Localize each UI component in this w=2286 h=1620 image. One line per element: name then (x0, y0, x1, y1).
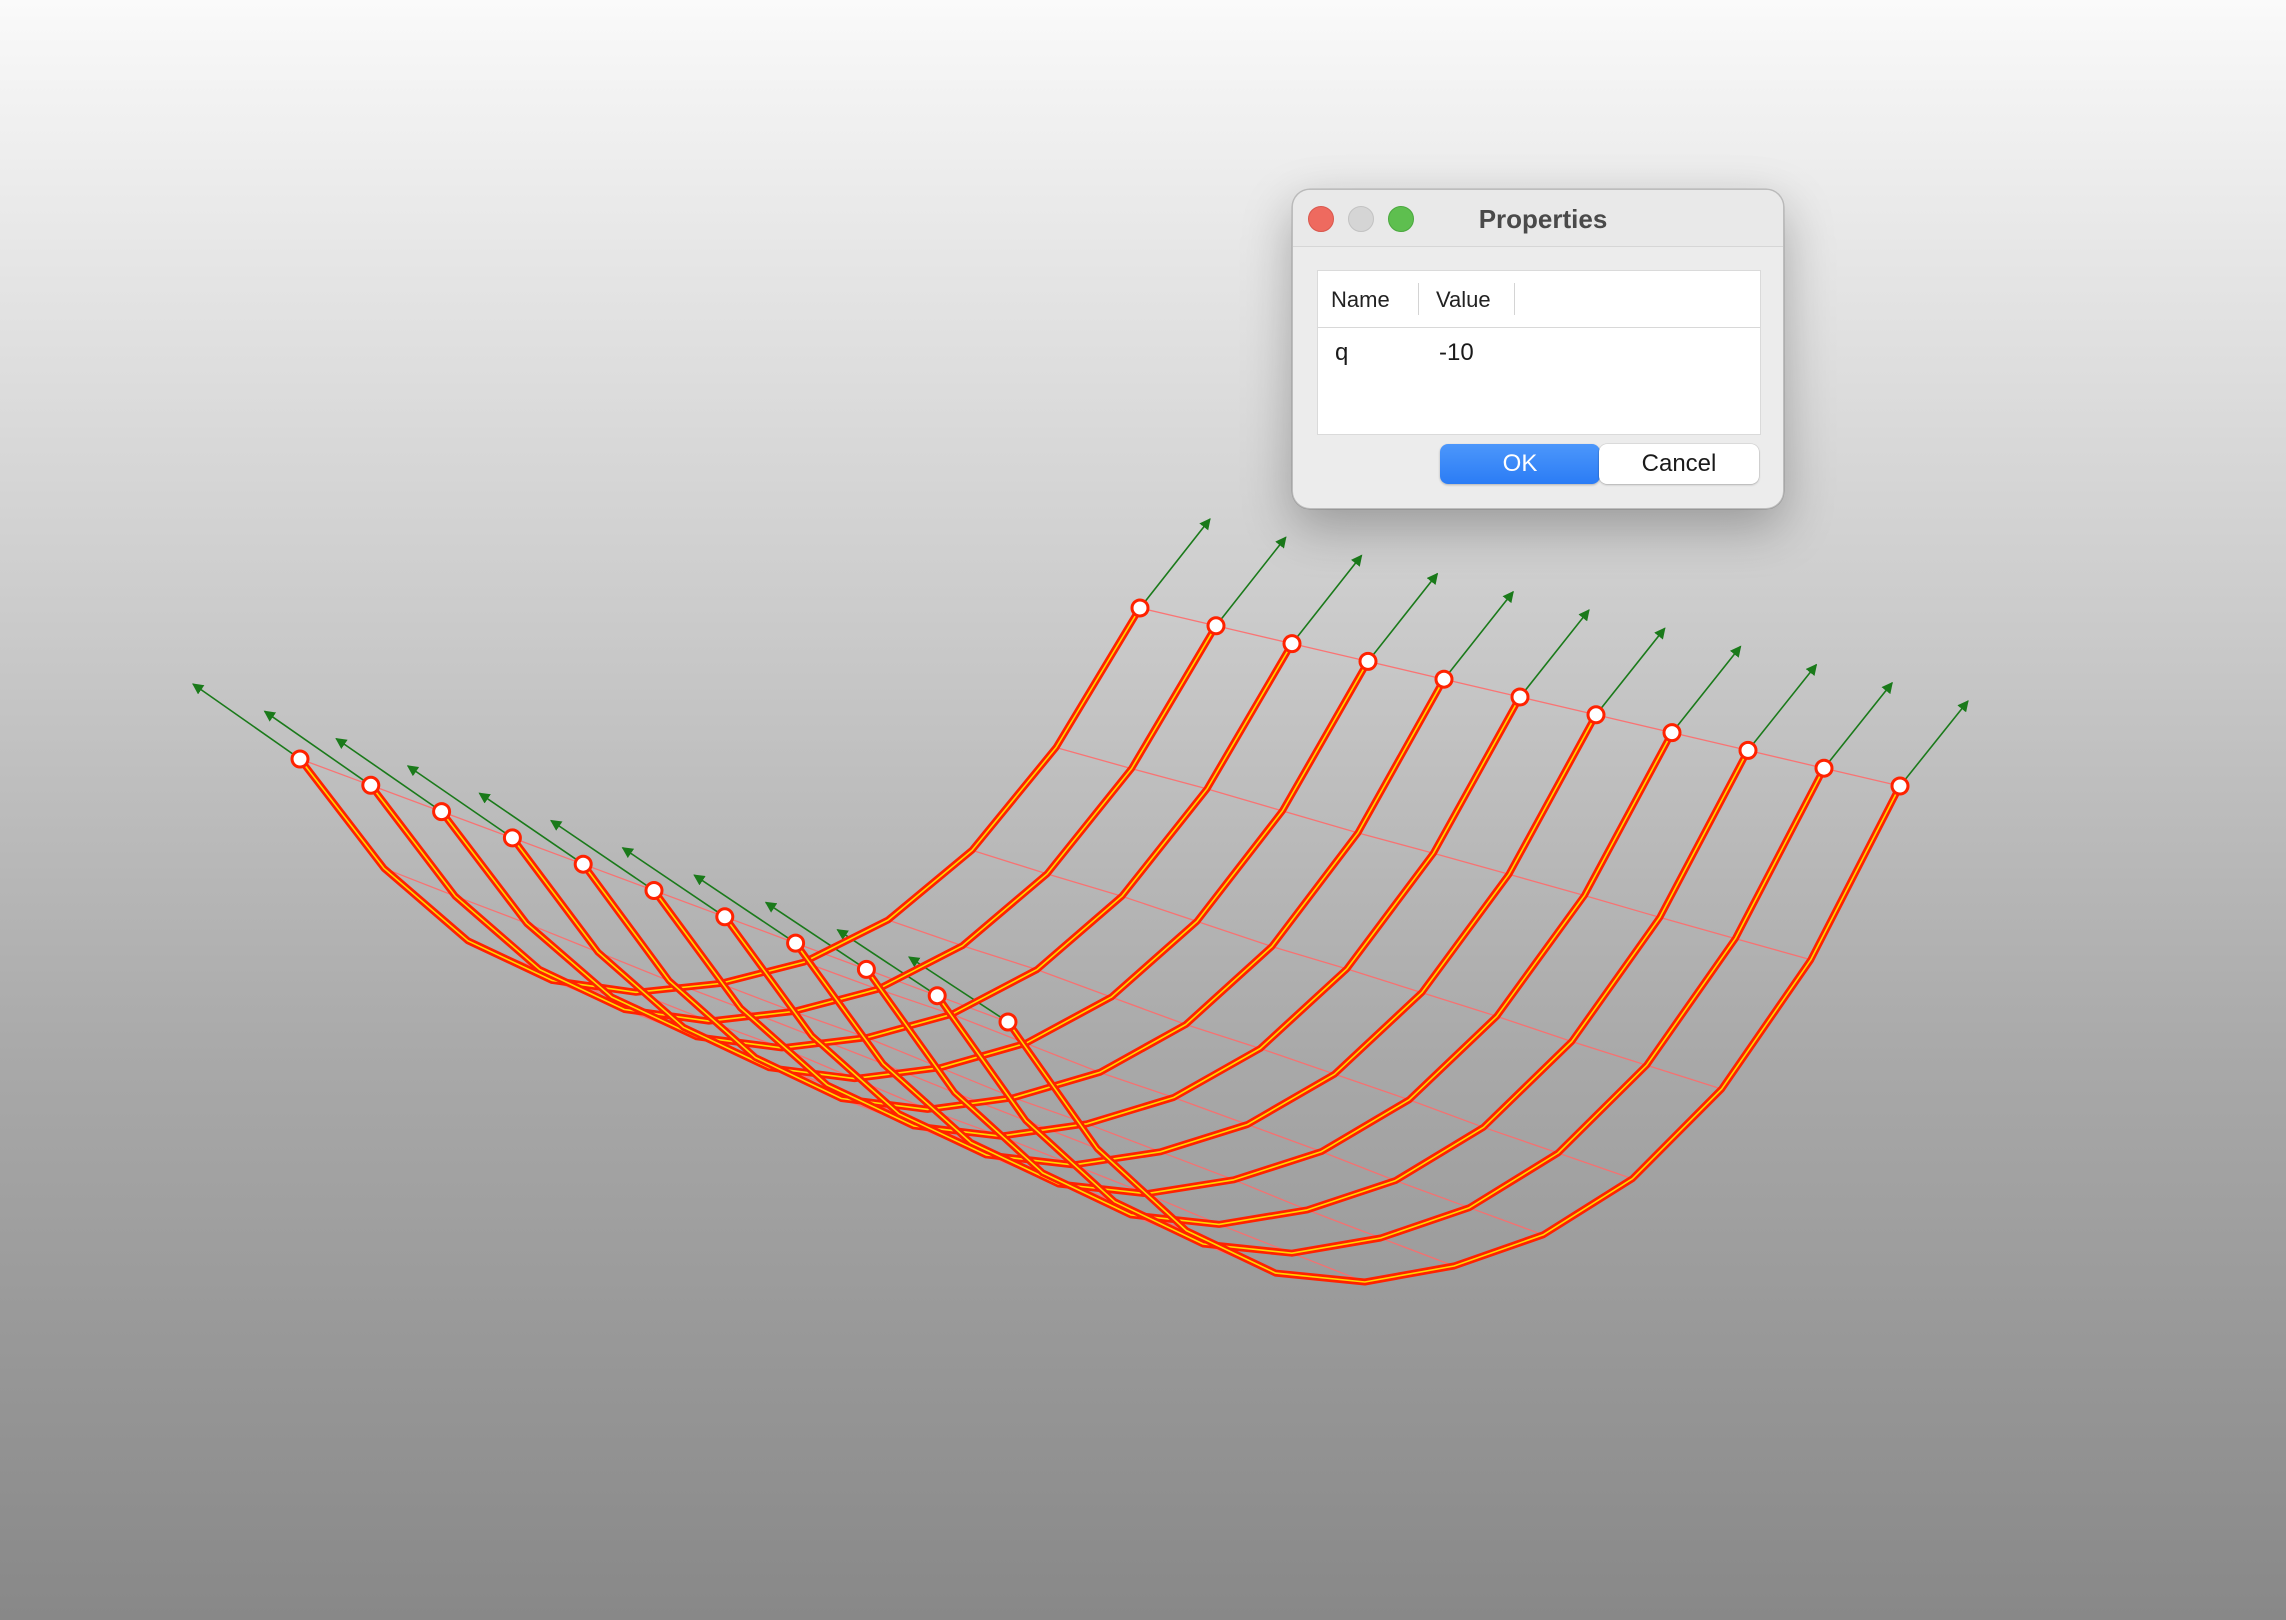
support-node[interactable] (715, 907, 735, 927)
support-node[interactable] (1814, 758, 1834, 778)
support-node[interactable] (998, 1012, 1018, 1032)
cable-core (936, 767, 1825, 1254)
load-arrow-left (478, 792, 584, 865)
support-node[interactable] (1282, 634, 1302, 654)
cable-core (653, 696, 1521, 1137)
load-arrow-right (1823, 681, 1893, 769)
support-node[interactable] (1662, 723, 1682, 743)
load-arrow-left (263, 710, 372, 786)
support-node[interactable] (1358, 651, 1378, 671)
load-arrow-right (1215, 536, 1287, 627)
column-header-name[interactable]: Name (1331, 287, 1390, 312)
load-arrow-right (1519, 609, 1590, 698)
load-arrow-right (1291, 554, 1363, 645)
load-arrow-right (1671, 645, 1742, 734)
support-node[interactable] (786, 933, 806, 953)
support-node[interactable] (927, 986, 947, 1006)
support-node[interactable] (1510, 687, 1530, 707)
support-node[interactable] (644, 881, 664, 900)
cable-core (1007, 785, 1901, 1283)
ok-button[interactable]: OK (1440, 444, 1600, 484)
dialog-titlebar[interactable]: Properties (1293, 190, 1783, 247)
dialog-title: Properties (1478, 204, 1608, 234)
load-arrows (192, 518, 1969, 1023)
load-arrow-left (550, 819, 655, 892)
table-header: Name Value (1318, 271, 1760, 328)
support-node[interactable] (1206, 616, 1226, 636)
support-node[interactable] (1738, 740, 1758, 760)
load-arrow-right (1443, 590, 1514, 680)
properties-table: Name Value q -10 (1317, 270, 1761, 435)
cancel-button[interactable]: Cancel (1599, 444, 1759, 484)
support-node[interactable] (573, 854, 593, 874)
load-arrow-right (1367, 572, 1439, 662)
cable-core (794, 732, 1673, 1195)
column-divider[interactable] (1418, 283, 1419, 315)
minimize-icon[interactable] (1348, 206, 1374, 232)
maximize-icon[interactable] (1388, 206, 1414, 232)
properties-dialog: Properties Name Value q -10 OK Cancel (1292, 189, 1784, 509)
support-node[interactable] (856, 959, 876, 979)
column-divider[interactable] (1514, 283, 1515, 315)
load-arrow-left (192, 683, 301, 760)
load-arrow-right (1899, 700, 1969, 787)
support-node[interactable] (1130, 598, 1150, 618)
cable-core (865, 750, 1749, 1226)
property-name-cell[interactable]: q (1335, 339, 1349, 366)
cable-core (724, 714, 1597, 1166)
cable-lines[interactable] (297, 606, 1904, 1286)
support-node[interactable] (290, 749, 310, 769)
support-node[interactable] (1434, 669, 1454, 689)
load-arrow-left (621, 847, 726, 918)
support-node[interactable] (432, 802, 452, 822)
property-value-cell[interactable]: -10 (1439, 339, 1474, 366)
support-node[interactable] (361, 775, 381, 795)
support-node[interactable] (1586, 705, 1606, 725)
load-arrow-left (693, 874, 797, 944)
load-arrow-left (335, 737, 443, 813)
secondary-grid-lines (299, 607, 1901, 1283)
support-nodes[interactable] (290, 598, 1910, 1032)
load-arrow-left (406, 765, 513, 839)
support-node[interactable] (1890, 776, 1910, 796)
cable-line[interactable] (1005, 784, 1904, 1286)
load-arrow-right (1139, 518, 1211, 609)
load-arrow-left (764, 901, 867, 971)
support-node[interactable] (502, 828, 522, 848)
column-header-value[interactable]: Value (1436, 287, 1491, 312)
load-arrow-right (1747, 663, 1818, 751)
close-icon[interactable] (1308, 206, 1334, 232)
load-arrow-right (1595, 627, 1666, 716)
